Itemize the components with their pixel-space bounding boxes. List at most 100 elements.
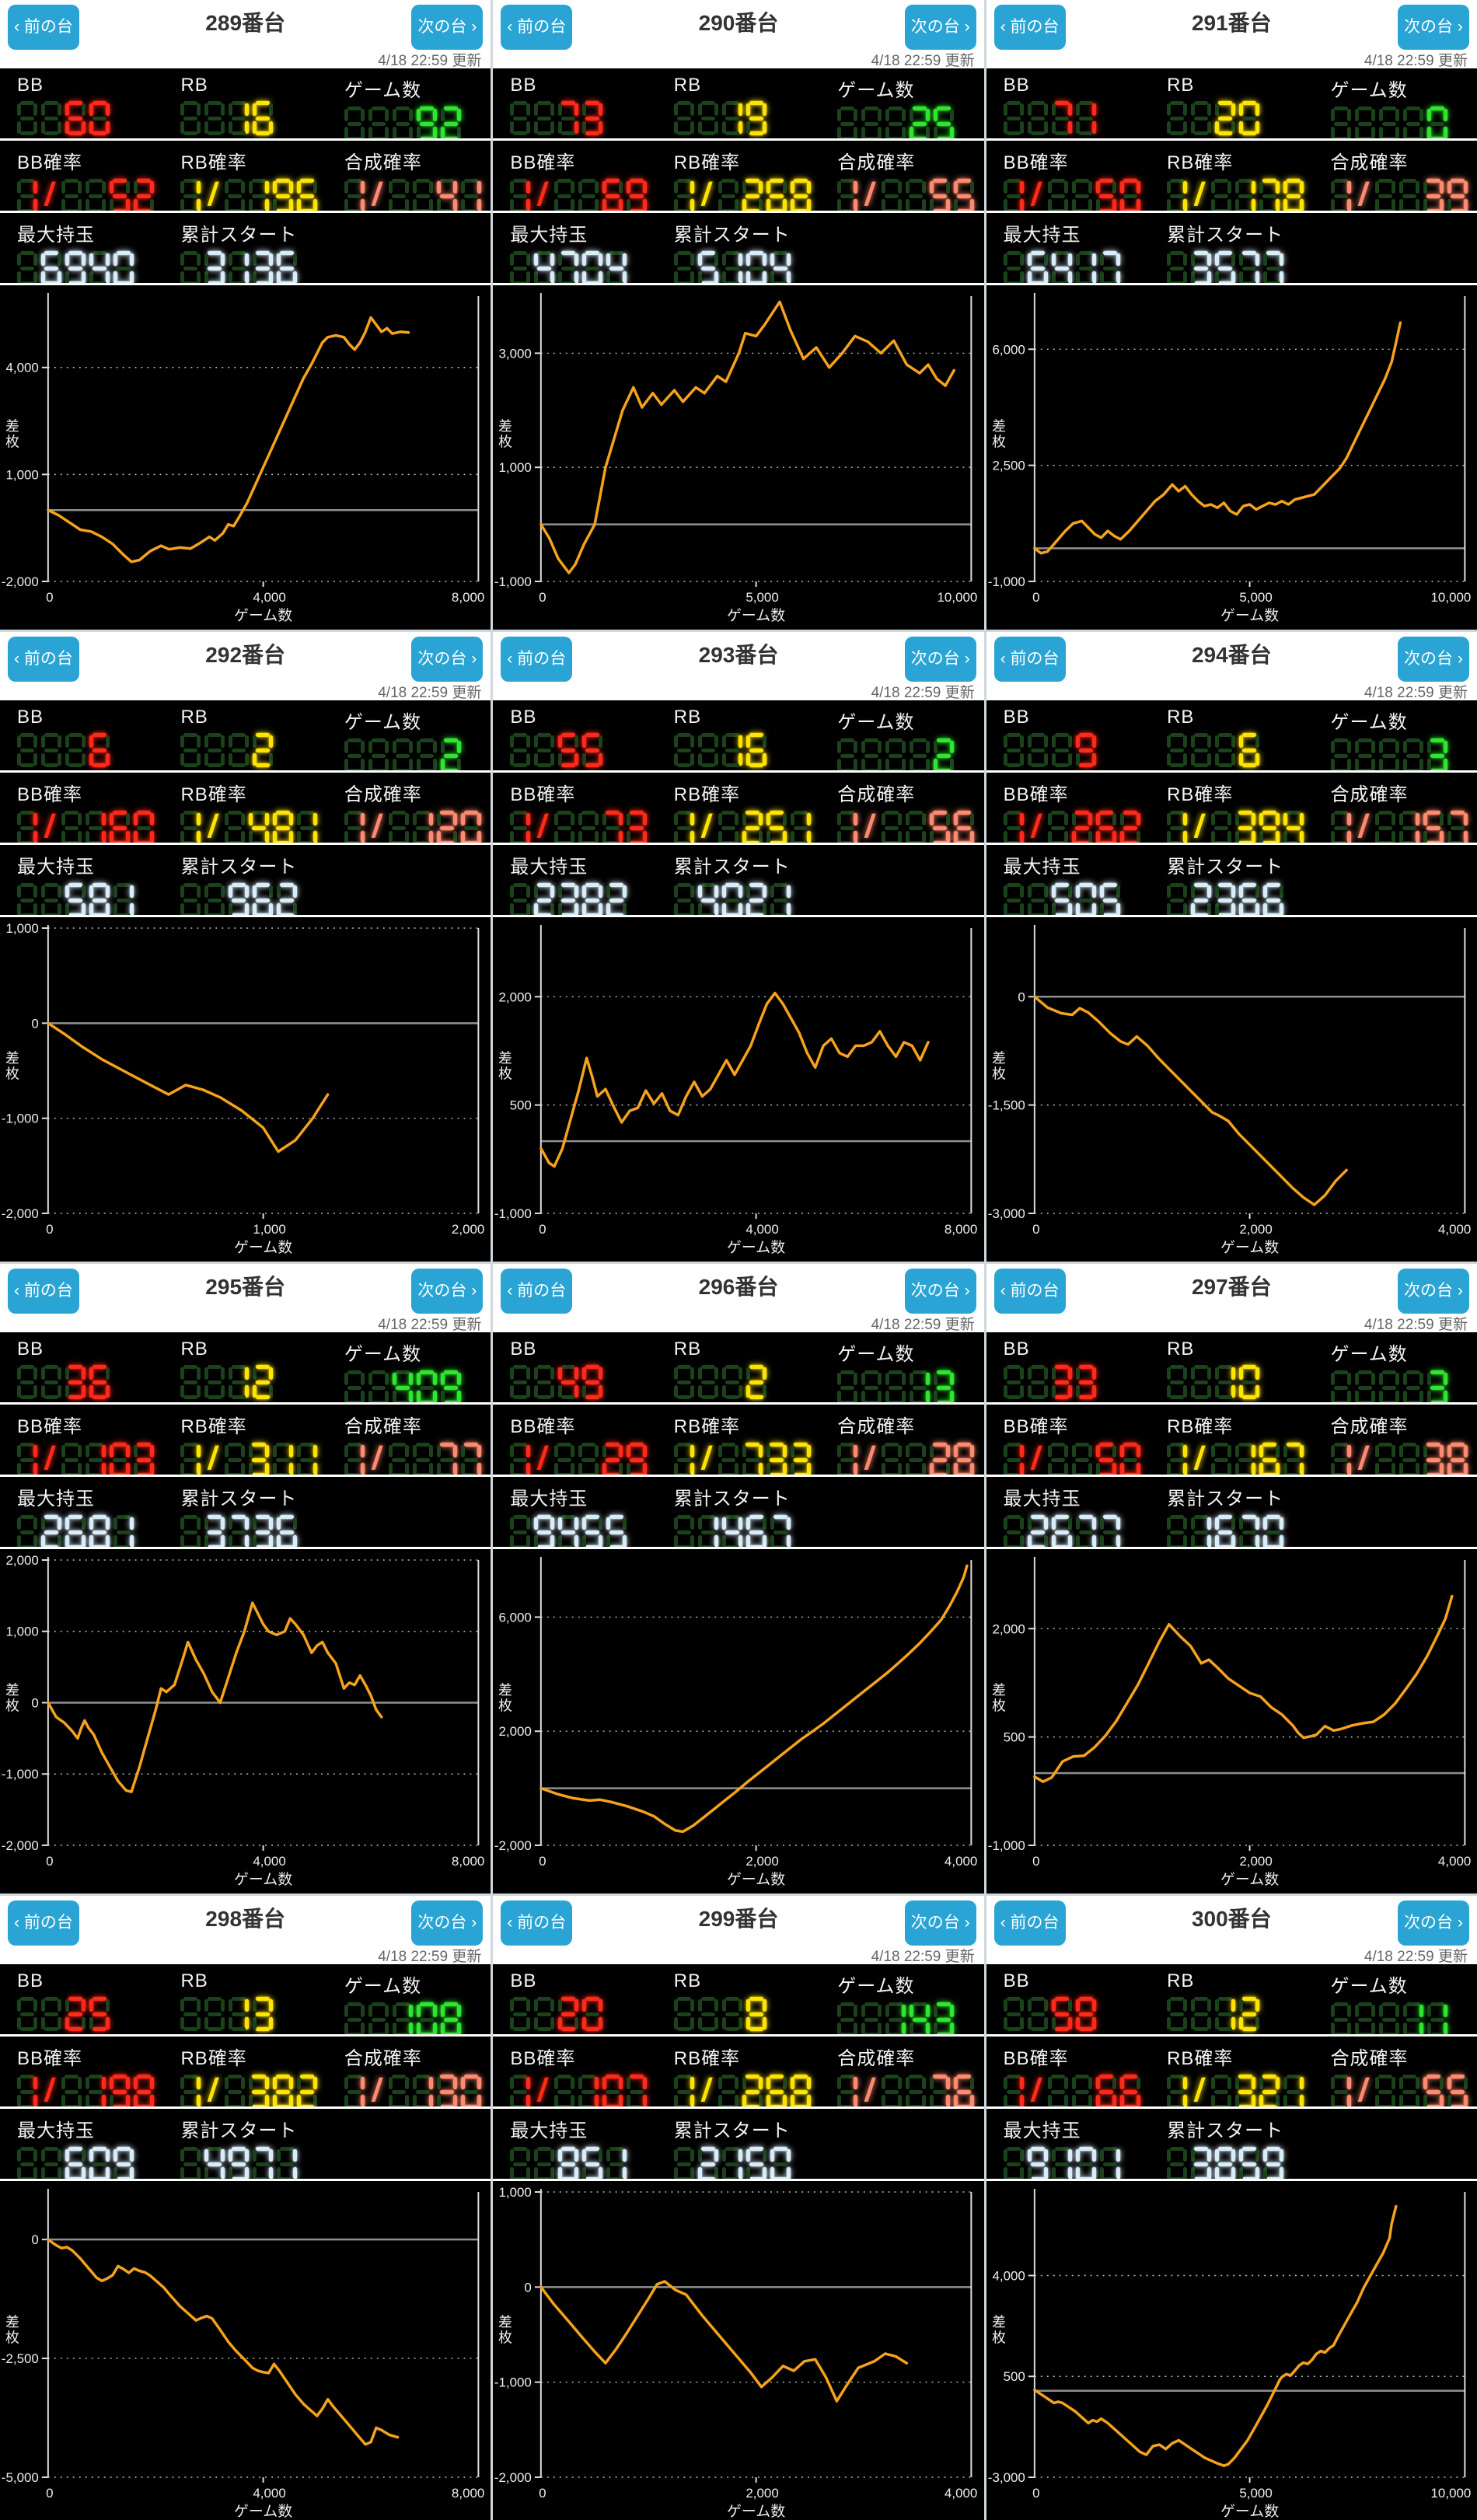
svg-text:4,000: 4,000 (1438, 1854, 1471, 1869)
seg-digit (745, 101, 766, 135)
seg-digit (910, 1370, 931, 1402)
seg-digit (204, 1515, 225, 1547)
prev-machine-button[interactable]: ‹ 前の台 (993, 1900, 1066, 1946)
prev-machine-button[interactable]: ‹ 前の台 (8, 5, 79, 50)
stats-row-totals: 最大持玉 累計スタート (986, 1477, 1477, 1549)
bb-label: BB (1003, 1970, 1030, 1991)
max-balls-display (510, 2146, 656, 2179)
seg-digit (721, 733, 742, 767)
seg-digit (837, 2002, 858, 2034)
max-balls-label: 最大持玉 (17, 225, 95, 246)
seg-digit (510, 179, 531, 211)
max-balls-label: 最大持玉 (510, 225, 588, 246)
combined-rate-display: / (344, 2071, 491, 2106)
prev-machine-button[interactable]: ‹ 前の台 (8, 1269, 79, 1314)
next-machine-button[interactable]: 次の台 › (904, 1900, 976, 1946)
prev-machine-button[interactable]: ‹ 前の台 (8, 637, 79, 682)
stats-row-totals: 最大持玉 累計スタート (493, 2109, 984, 2181)
seg-digit (882, 2075, 903, 2106)
next-machine-button[interactable]: 次の台 › (411, 1900, 484, 1946)
seg-digit (1051, 101, 1072, 135)
next-machine-button[interactable]: 次の台 › (1397, 1269, 1469, 1314)
seg-digit (558, 101, 579, 135)
seg-digit (606, 1515, 627, 1547)
prev-machine-button[interactable]: ‹ 前の台 (993, 1269, 1066, 1314)
rb-display (673, 1364, 820, 1400)
seg-digit (110, 2075, 130, 2106)
seg-digit (1402, 106, 1423, 138)
games-label: ゲーム数 (1330, 1976, 1408, 1997)
seg-digit (673, 179, 694, 211)
svg-text:差枚: 差枚 (992, 2314, 1006, 2345)
bb-display (1003, 1996, 1150, 2032)
rb-rate-label: RB確率 (180, 2048, 247, 2069)
prev-machine-button[interactable]: ‹ 前の台 (501, 1269, 573, 1314)
seg-digit (1423, 1443, 1444, 1475)
seg-digit (766, 1443, 787, 1475)
seg-digit (582, 101, 603, 135)
svg-text:-2,000: -2,000 (2, 574, 39, 589)
total-start-label: 累計スタート (673, 225, 791, 246)
svg-text:差枚: 差枚 (992, 1682, 1006, 1713)
next-machine-button[interactable]: 次の台 › (1397, 637, 1469, 682)
seg-digit (954, 179, 975, 211)
rb-label: RB (1167, 1339, 1195, 1359)
seg-digit (582, 733, 603, 767)
combined-rate-display: / (837, 2071, 983, 2106)
seg-digit (1263, 1515, 1284, 1547)
next-machine-button[interactable]: 次の台 › (1397, 5, 1469, 50)
prev-machine-button[interactable]: ‹ 前の台 (501, 5, 573, 50)
seg-digit (627, 1443, 648, 1475)
seg-digit (673, 1997, 694, 2031)
seg-digit (1027, 251, 1048, 283)
prev-machine-button[interactable]: ‹ 前の台 (993, 637, 1066, 682)
updated-timestamp: 4/18 22:59 更新 (871, 685, 975, 701)
seg-digit (392, 738, 413, 770)
seg-digit (344, 738, 365, 770)
seg-digit (673, 1365, 694, 1399)
seg-digit (436, 2075, 457, 2106)
prev-machine-button[interactable]: ‹ 前の台 (993, 5, 1066, 50)
next-machine-button[interactable]: 次の台 › (411, 637, 484, 682)
seg-digit (697, 1515, 718, 1547)
svg-text:2,000: 2,000 (1239, 1854, 1272, 1869)
profit-chart: -1,000 1,000 3,000 0 5,000 10,000 差枚 ゲーム数 (493, 285, 983, 630)
total-start-display (673, 1514, 820, 1547)
stats-row-rates: BB確率 / RB確率 / 合成確率 / (0, 141, 491, 213)
seg-digit (837, 106, 858, 138)
seg-digit (697, 2147, 718, 2179)
total-start-label: 累計スタート (180, 225, 298, 246)
seg-digit (1119, 179, 1140, 211)
panel-header: ‹ 前の台 293番台 次の台 › 4/18 22:59 更新 (493, 632, 984, 701)
next-machine-button[interactable]: 次の台 › (904, 637, 976, 682)
svg-text:ゲーム数: ゲーム数 (234, 607, 292, 624)
seg-digit (1215, 1515, 1236, 1547)
next-machine-button[interactable]: 次の台 › (1397, 1900, 1469, 1946)
total-start-display (1167, 882, 1313, 915)
next-machine-button[interactable]: 次の台 › (904, 5, 976, 50)
next-machine-button[interactable]: 次の台 › (411, 5, 484, 50)
rate-slash: / (1356, 1440, 1371, 1475)
prev-machine-button[interactable]: ‹ 前の台 (501, 1900, 573, 1946)
machine-title: 294番台 (1191, 643, 1272, 667)
total-start-display (180, 2146, 326, 2179)
next-machine-button[interactable]: 次の台 › (904, 1269, 976, 1314)
svg-text:ゲーム数: ゲーム数 (234, 2503, 292, 2520)
next-machine-button[interactable]: 次の台 › (411, 1269, 484, 1314)
svg-text:-1,500: -1,500 (987, 1098, 1025, 1113)
seg-digit (1378, 1370, 1399, 1402)
prev-machine-button[interactable]: ‹ 前の台 (8, 1900, 79, 1946)
rate-slash: / (206, 1440, 221, 1475)
rate-slash: / (42, 176, 58, 211)
seg-digit (412, 811, 433, 843)
seg-digit (1027, 883, 1048, 915)
seg-digit (89, 1365, 110, 1399)
seg-digit (1167, 1365, 1188, 1399)
stats-row-counts: BB RB ゲーム数 (493, 68, 984, 141)
rate-slash: / (699, 1440, 714, 1475)
seg-digit (745, 1365, 766, 1399)
prev-machine-button[interactable]: ‹ 前の台 (501, 637, 573, 682)
seg-digit (89, 883, 110, 915)
seg-digit (790, 1443, 811, 1475)
stats-row-totals: 最大持玉 累計スタート (0, 213, 491, 285)
